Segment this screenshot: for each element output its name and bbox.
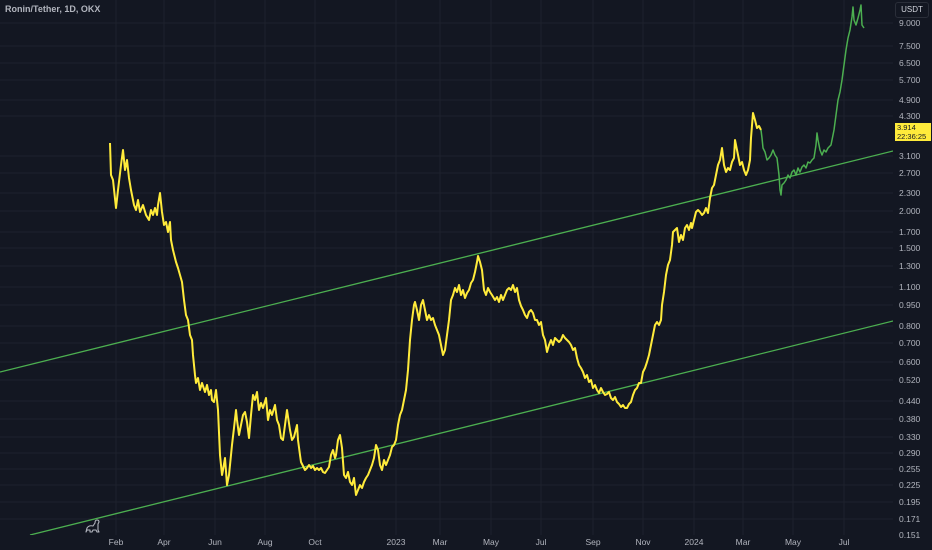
time-tick: Mar	[735, 537, 751, 547]
price-tick: 0.330	[899, 432, 921, 442]
bar-countdown: 22:36:25	[897, 132, 927, 141]
price-tick: 0.380	[899, 414, 921, 424]
time-tick: Apr	[157, 537, 171, 547]
time-tick: Feb	[108, 537, 124, 547]
price-tick: 2.300	[899, 188, 921, 198]
upper-trendline	[0, 150, 893, 373]
time-tick: Mar	[432, 537, 448, 547]
current-price-label: 3.914 22:36:25	[895, 123, 931, 141]
time-tick: Oct	[308, 537, 322, 547]
time-tick: 2024	[684, 537, 704, 547]
price-axis[interactable]: 9.000 7.500 6.500 5.700 4.900 4.300 3.10…	[893, 0, 932, 550]
price-tick: 0.195	[899, 497, 921, 507]
price-line-history	[109, 112, 762, 496]
current-price-value: 3.914	[897, 123, 916, 132]
price-tick: 0.440	[899, 396, 921, 406]
price-tick: 0.600	[899, 357, 921, 367]
time-tick: Jun	[208, 537, 222, 547]
price-tick: 1.100	[899, 282, 921, 292]
price-tick: 0.950	[899, 300, 921, 310]
time-tick: Jul	[535, 537, 547, 547]
price-tick: 0.151	[899, 530, 921, 540]
price-tick: 1.700	[899, 227, 921, 237]
time-tick: May	[784, 537, 802, 547]
price-tick: 0.225	[899, 480, 921, 490]
grid	[0, 0, 893, 535]
price-tick: 0.171	[899, 514, 921, 524]
chart-title: Ronin/Tether, 1D, OKX	[5, 4, 101, 14]
price-chart[interactable]	[0, 0, 893, 535]
price-tick: 4.300	[899, 111, 921, 121]
time-tick: Nov	[635, 537, 651, 547]
time-tick: Sep	[585, 537, 601, 547]
price-tick: 1.300	[899, 261, 921, 271]
time-tick: 2023	[386, 537, 406, 547]
price-tick: 1.500	[899, 243, 921, 253]
price-tick: 0.700	[899, 338, 921, 348]
price-tick: 9.000	[899, 18, 921, 28]
price-tick: 3.100	[899, 151, 921, 161]
price-tick: 4.900	[899, 95, 921, 105]
price-tick: 6.500	[899, 58, 921, 68]
time-tick: May	[482, 537, 500, 547]
price-line-recent	[760, 4, 865, 196]
time-tick: Aug	[257, 537, 273, 547]
lower-trendline	[29, 320, 893, 535]
price-tick: 7.500	[899, 41, 921, 51]
price-tick: 0.520	[899, 375, 921, 385]
price-tick: 5.700	[899, 75, 921, 85]
price-tick: 2.700	[899, 168, 921, 178]
tradingview-logo-icon	[85, 519, 100, 533]
price-tick: 0.800	[899, 321, 921, 331]
price-tick: 2.000	[899, 206, 921, 216]
currency-unit-button[interactable]: USDT	[895, 2, 929, 18]
price-tick: 0.290	[899, 448, 921, 458]
time-tick: Jul	[838, 537, 850, 547]
price-tick: 0.255	[899, 464, 921, 474]
